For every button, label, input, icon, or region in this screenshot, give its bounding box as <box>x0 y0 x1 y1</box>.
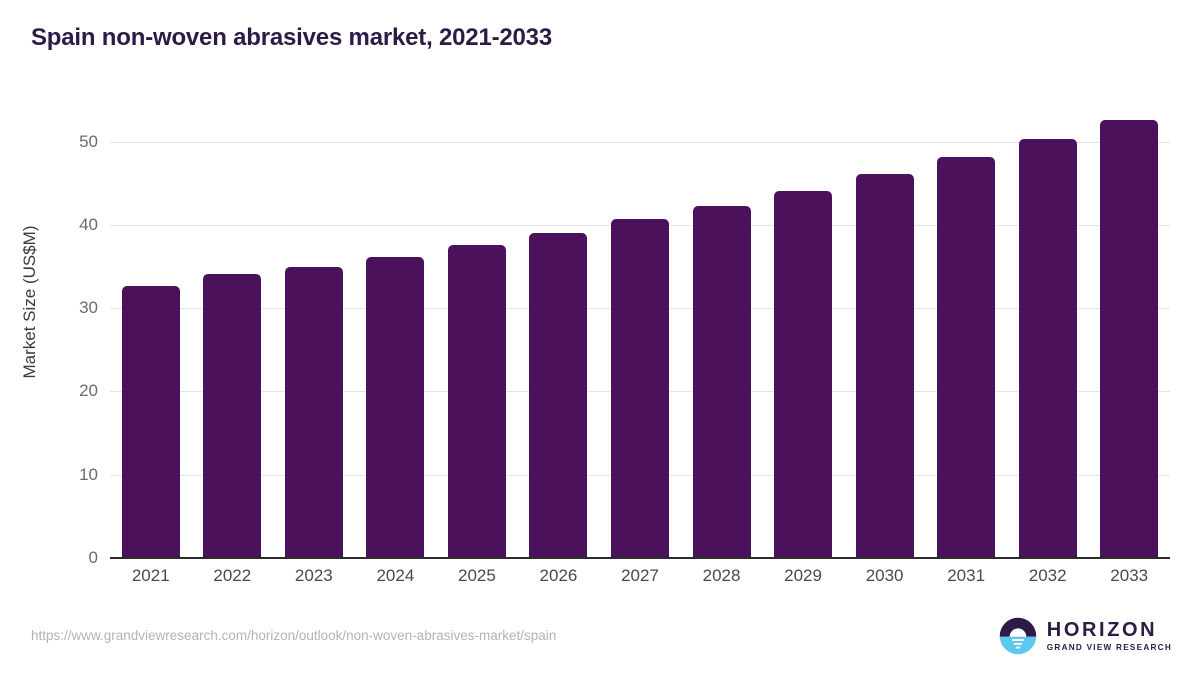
x-tick-label-2021: 2021 <box>131 566 170 585</box>
x-tick-label-2022: 2022 <box>213 566 252 585</box>
plot-area <box>110 100 1170 558</box>
bar-2028[interactable] <box>692 205 751 558</box>
logo-tagline: GRAND VIEW RESEARCH <box>1046 642 1172 652</box>
logo-wordmark: HORIZON <box>1046 618 1158 641</box>
x-tick-label-2028: 2028 <box>702 566 741 585</box>
source-url[interactable]: https://www.grandviewresearch.com/horizo… <box>31 628 557 643</box>
y-axis-tick-labels: 0 10 20 30 40 50 <box>30 0 98 675</box>
bar-2025[interactable] <box>447 244 506 558</box>
x-axis-line <box>110 557 1170 559</box>
x-tick-label-2026: 2026 <box>539 566 578 585</box>
x-tick-label-2029: 2029 <box>784 566 822 585</box>
bar-2023[interactable] <box>284 266 343 558</box>
y-tick-label: 30 <box>79 298 98 318</box>
bar-2024[interactable] <box>366 256 425 558</box>
bar-2033[interactable] <box>1100 120 1159 558</box>
bar-2031[interactable] <box>937 156 996 558</box>
y-tick-label: 20 <box>79 381 98 401</box>
x-tick-label-2024: 2024 <box>376 566 415 585</box>
bar-2022[interactable] <box>203 274 262 558</box>
bar-2032[interactable] <box>1018 139 1077 558</box>
logo-text: HORIZON GRAND VIEW RESEARCH <box>1047 620 1172 652</box>
x-tick-label-2027: 2027 <box>621 566 659 585</box>
bar-2026[interactable] <box>529 233 588 558</box>
y-axis-title: Market Size (US$M) <box>20 225 39 379</box>
x-tick-label-2030: 2030 <box>865 566 904 585</box>
x-tick-label-2033: 2033 <box>1110 566 1149 585</box>
horizon-logo[interactable]: HORIZON GRAND VIEW RESEARCH <box>999 617 1172 655</box>
bar-2027[interactable] <box>611 219 669 558</box>
x-axis-tick-labels: 2021 2022 2023 2024 2025 2026 2027 2028 2029 2030… <box>110 566 1170 596</box>
y-tick-label: 10 <box>79 464 98 484</box>
x-tick-label-2031: 2031 <box>947 566 986 585</box>
bar-2029[interactable] <box>774 190 833 558</box>
x-tick-label-2025: 2025 <box>458 566 496 585</box>
bar-2030[interactable] <box>855 174 914 558</box>
y-tick-label: 40 <box>79 214 98 234</box>
y-tick-label: 50 <box>79 131 98 151</box>
gridline <box>110 141 1170 143</box>
page-title: Spain non-woven abrasives market, 2021-2… <box>31 24 552 51</box>
horizon-sun-circle-icon <box>999 617 1037 655</box>
y-tick-label: 0 <box>88 548 98 567</box>
x-tick-label-2032: 2032 <box>1028 566 1067 585</box>
bar-2021[interactable] <box>121 285 180 558</box>
x-tick-label-2023: 2023 <box>294 566 333 585</box>
